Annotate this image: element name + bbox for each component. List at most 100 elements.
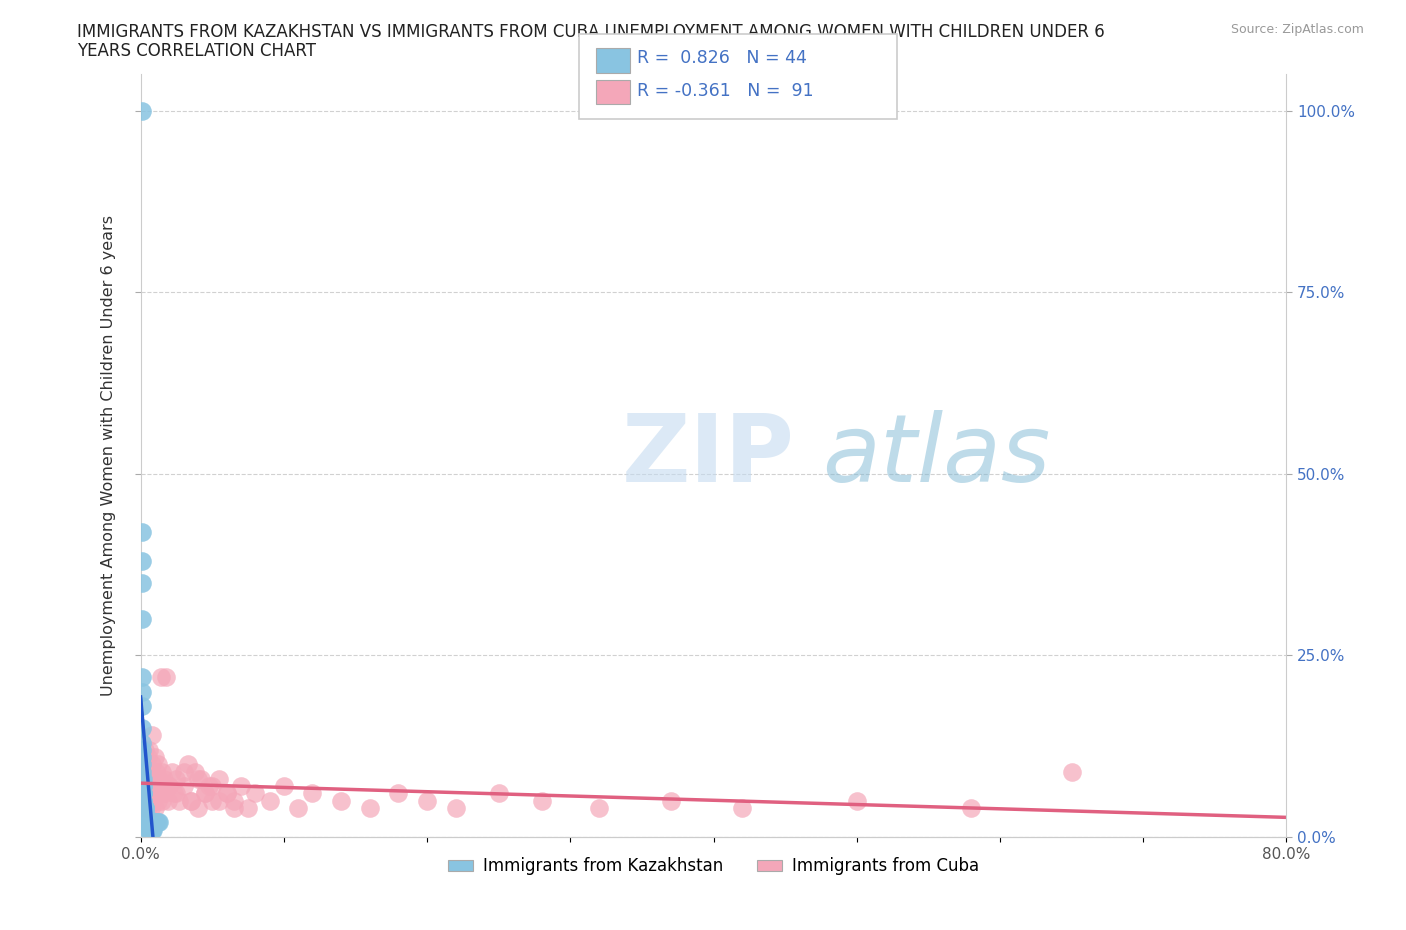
Point (135, 815, 157, 830)
Point (139, 801, 162, 816)
Point (136, 815, 159, 830)
Point (131, 553, 153, 568)
Point (132, 786, 155, 801)
Point (141, 728, 163, 743)
Point (136, 772, 159, 787)
Point (731, 801, 754, 816)
Point (148, 786, 170, 801)
Point (387, 786, 409, 801)
Point (134, 786, 156, 801)
Point (444, 801, 467, 816)
Text: Source: ZipAtlas.com: Source: ZipAtlas.com (1230, 23, 1364, 36)
Point (359, 801, 381, 816)
Point (301, 786, 323, 801)
Point (145, 815, 167, 830)
Point (165, 772, 187, 787)
Text: IMMIGRANTS FROM KAZAKHSTAN VS IMMIGRANTS FROM CUBA UNEMPLOYMENT AMONG WOMEN WITH: IMMIGRANTS FROM KAZAKHSTAN VS IMMIGRANTS… (77, 23, 1105, 41)
Point (134, 801, 156, 816)
Point (132, 793, 155, 808)
Point (143, 801, 166, 816)
Legend: Immigrants from Kazakhstan, Immigrants from Cuba: Immigrants from Kazakhstan, Immigrants f… (441, 851, 986, 882)
Point (134, 808, 156, 823)
Point (135, 808, 157, 823)
Point (138, 822, 160, 837)
Point (960, 801, 983, 816)
Point (208, 793, 231, 808)
Text: R =  0.826   N = 44: R = 0.826 N = 44 (637, 48, 807, 67)
Point (146, 757, 169, 772)
Point (173, 764, 195, 779)
Point (208, 772, 231, 787)
Point (134, 764, 156, 779)
Point (135, 764, 157, 779)
Point (132, 786, 155, 801)
Point (146, 793, 169, 808)
Point (236, 801, 259, 816)
Point (160, 764, 183, 779)
Point (134, 801, 156, 816)
Point (131, 698, 153, 713)
Point (131, 735, 153, 750)
Point (222, 801, 245, 816)
Point (155, 670, 177, 684)
Point (187, 772, 209, 787)
Point (215, 786, 238, 801)
Point (132, 778, 155, 793)
Point (138, 786, 160, 801)
Point (136, 750, 159, 764)
Text: ZIP: ZIP (621, 410, 794, 501)
Point (131, 742, 153, 757)
Point (131, 612, 153, 627)
Point (136, 815, 159, 830)
Point (134, 801, 156, 816)
Point (157, 778, 180, 793)
Point (141, 822, 163, 837)
Point (134, 801, 156, 816)
Point (194, 786, 217, 801)
Point (245, 786, 267, 801)
Point (222, 793, 245, 808)
Point (153, 786, 176, 801)
Point (530, 793, 553, 808)
Point (131, 721, 153, 736)
Point (162, 786, 184, 801)
Point (131, 684, 153, 699)
Point (131, 576, 153, 591)
Point (330, 793, 353, 808)
Point (131, 764, 153, 779)
Point (201, 793, 224, 808)
Point (142, 822, 165, 837)
Point (131, 757, 153, 772)
Point (149, 778, 172, 793)
Point (488, 786, 510, 801)
Point (135, 793, 157, 808)
Point (132, 772, 155, 787)
Point (287, 801, 309, 816)
Point (143, 750, 166, 764)
Point (135, 815, 157, 830)
Point (143, 778, 166, 793)
Point (187, 801, 209, 816)
Point (135, 778, 157, 793)
Point (148, 772, 170, 787)
Point (139, 793, 162, 808)
Point (141, 786, 163, 801)
Point (132, 778, 155, 793)
Point (184, 764, 207, 779)
Point (135, 757, 157, 772)
Point (131, 670, 153, 684)
Point (132, 793, 155, 808)
Point (136, 822, 159, 837)
Point (198, 778, 221, 793)
Point (141, 757, 163, 772)
Point (136, 801, 159, 816)
Point (190, 772, 212, 787)
Point (1060, 764, 1083, 779)
Point (139, 772, 162, 787)
Point (259, 793, 281, 808)
Point (142, 793, 165, 808)
Point (142, 772, 165, 787)
Point (588, 801, 610, 816)
Point (134, 808, 156, 823)
Point (180, 793, 202, 808)
